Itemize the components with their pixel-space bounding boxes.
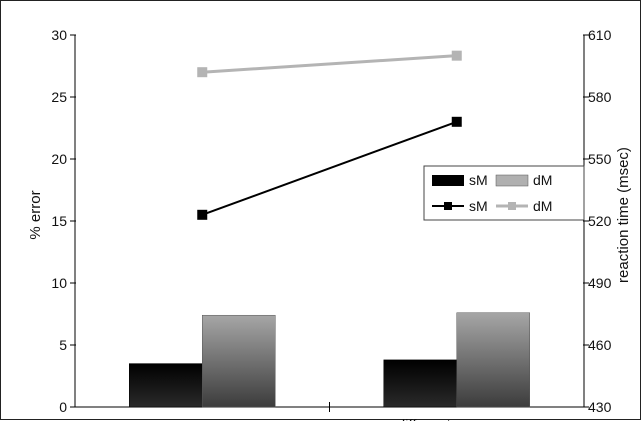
right-tick-label: 490 [588, 275, 612, 291]
legend-marker-line-sM [444, 202, 452, 210]
point-dM-0 [197, 67, 208, 78]
right-tick-label: 610 [588, 27, 612, 43]
bars [129, 312, 530, 408]
lines [197, 50, 462, 220]
left-tick-label: 25 [51, 89, 67, 105]
axes: 0 5 10 15 20 25 30 430 460 490 520 550 580 610 [51, 27, 611, 415]
right-tick-label: 520 [588, 213, 612, 229]
left-tick-label: 30 [51, 27, 67, 43]
left-tick-label: 5 [59, 337, 67, 353]
left-tick-label: 0 [59, 399, 67, 415]
legend-label-line-dM: dM [533, 198, 552, 214]
left-tick-label: 20 [51, 151, 67, 167]
right-tick-label: 460 [588, 337, 612, 353]
right-tick-label: 550 [588, 151, 612, 167]
point-dM-1 [451, 50, 462, 61]
right-axis-title: reaction time (msec) [615, 147, 632, 283]
legend: sM dM sM dM [423, 165, 585, 221]
legend-label-line-sM: sM [469, 198, 488, 214]
legend-label-bar-sM: sM [469, 172, 488, 188]
left-tick-label: 10 [51, 275, 67, 291]
x-tick-label: same response [151, 417, 254, 421]
bar-dM-0 [202, 314, 276, 408]
point-sM-0 [197, 209, 208, 220]
legend-marker-line-dM [508, 202, 516, 210]
legend-swatch-bar-dM [495, 174, 529, 187]
point-sM-1 [451, 116, 462, 127]
bar-sM-0 [129, 363, 203, 408]
legend-label-bar-dM: dM [533, 172, 552, 188]
bar-sM-1 [383, 359, 457, 408]
left-axis-title: % error [27, 190, 44, 239]
left-tick-label: 15 [51, 213, 67, 229]
bar-dM-1 [456, 312, 530, 408]
legend-box [423, 165, 585, 221]
x-tick-label: different response [397, 417, 517, 421]
right-tick-label: 430 [588, 399, 612, 415]
legend-swatch-bar-sM [432, 175, 464, 186]
right-tick-label: 580 [588, 89, 612, 105]
x-tick-labels: same response different response [151, 417, 517, 421]
line-dM [202, 54, 457, 74]
line-sM [201, 120, 458, 216]
